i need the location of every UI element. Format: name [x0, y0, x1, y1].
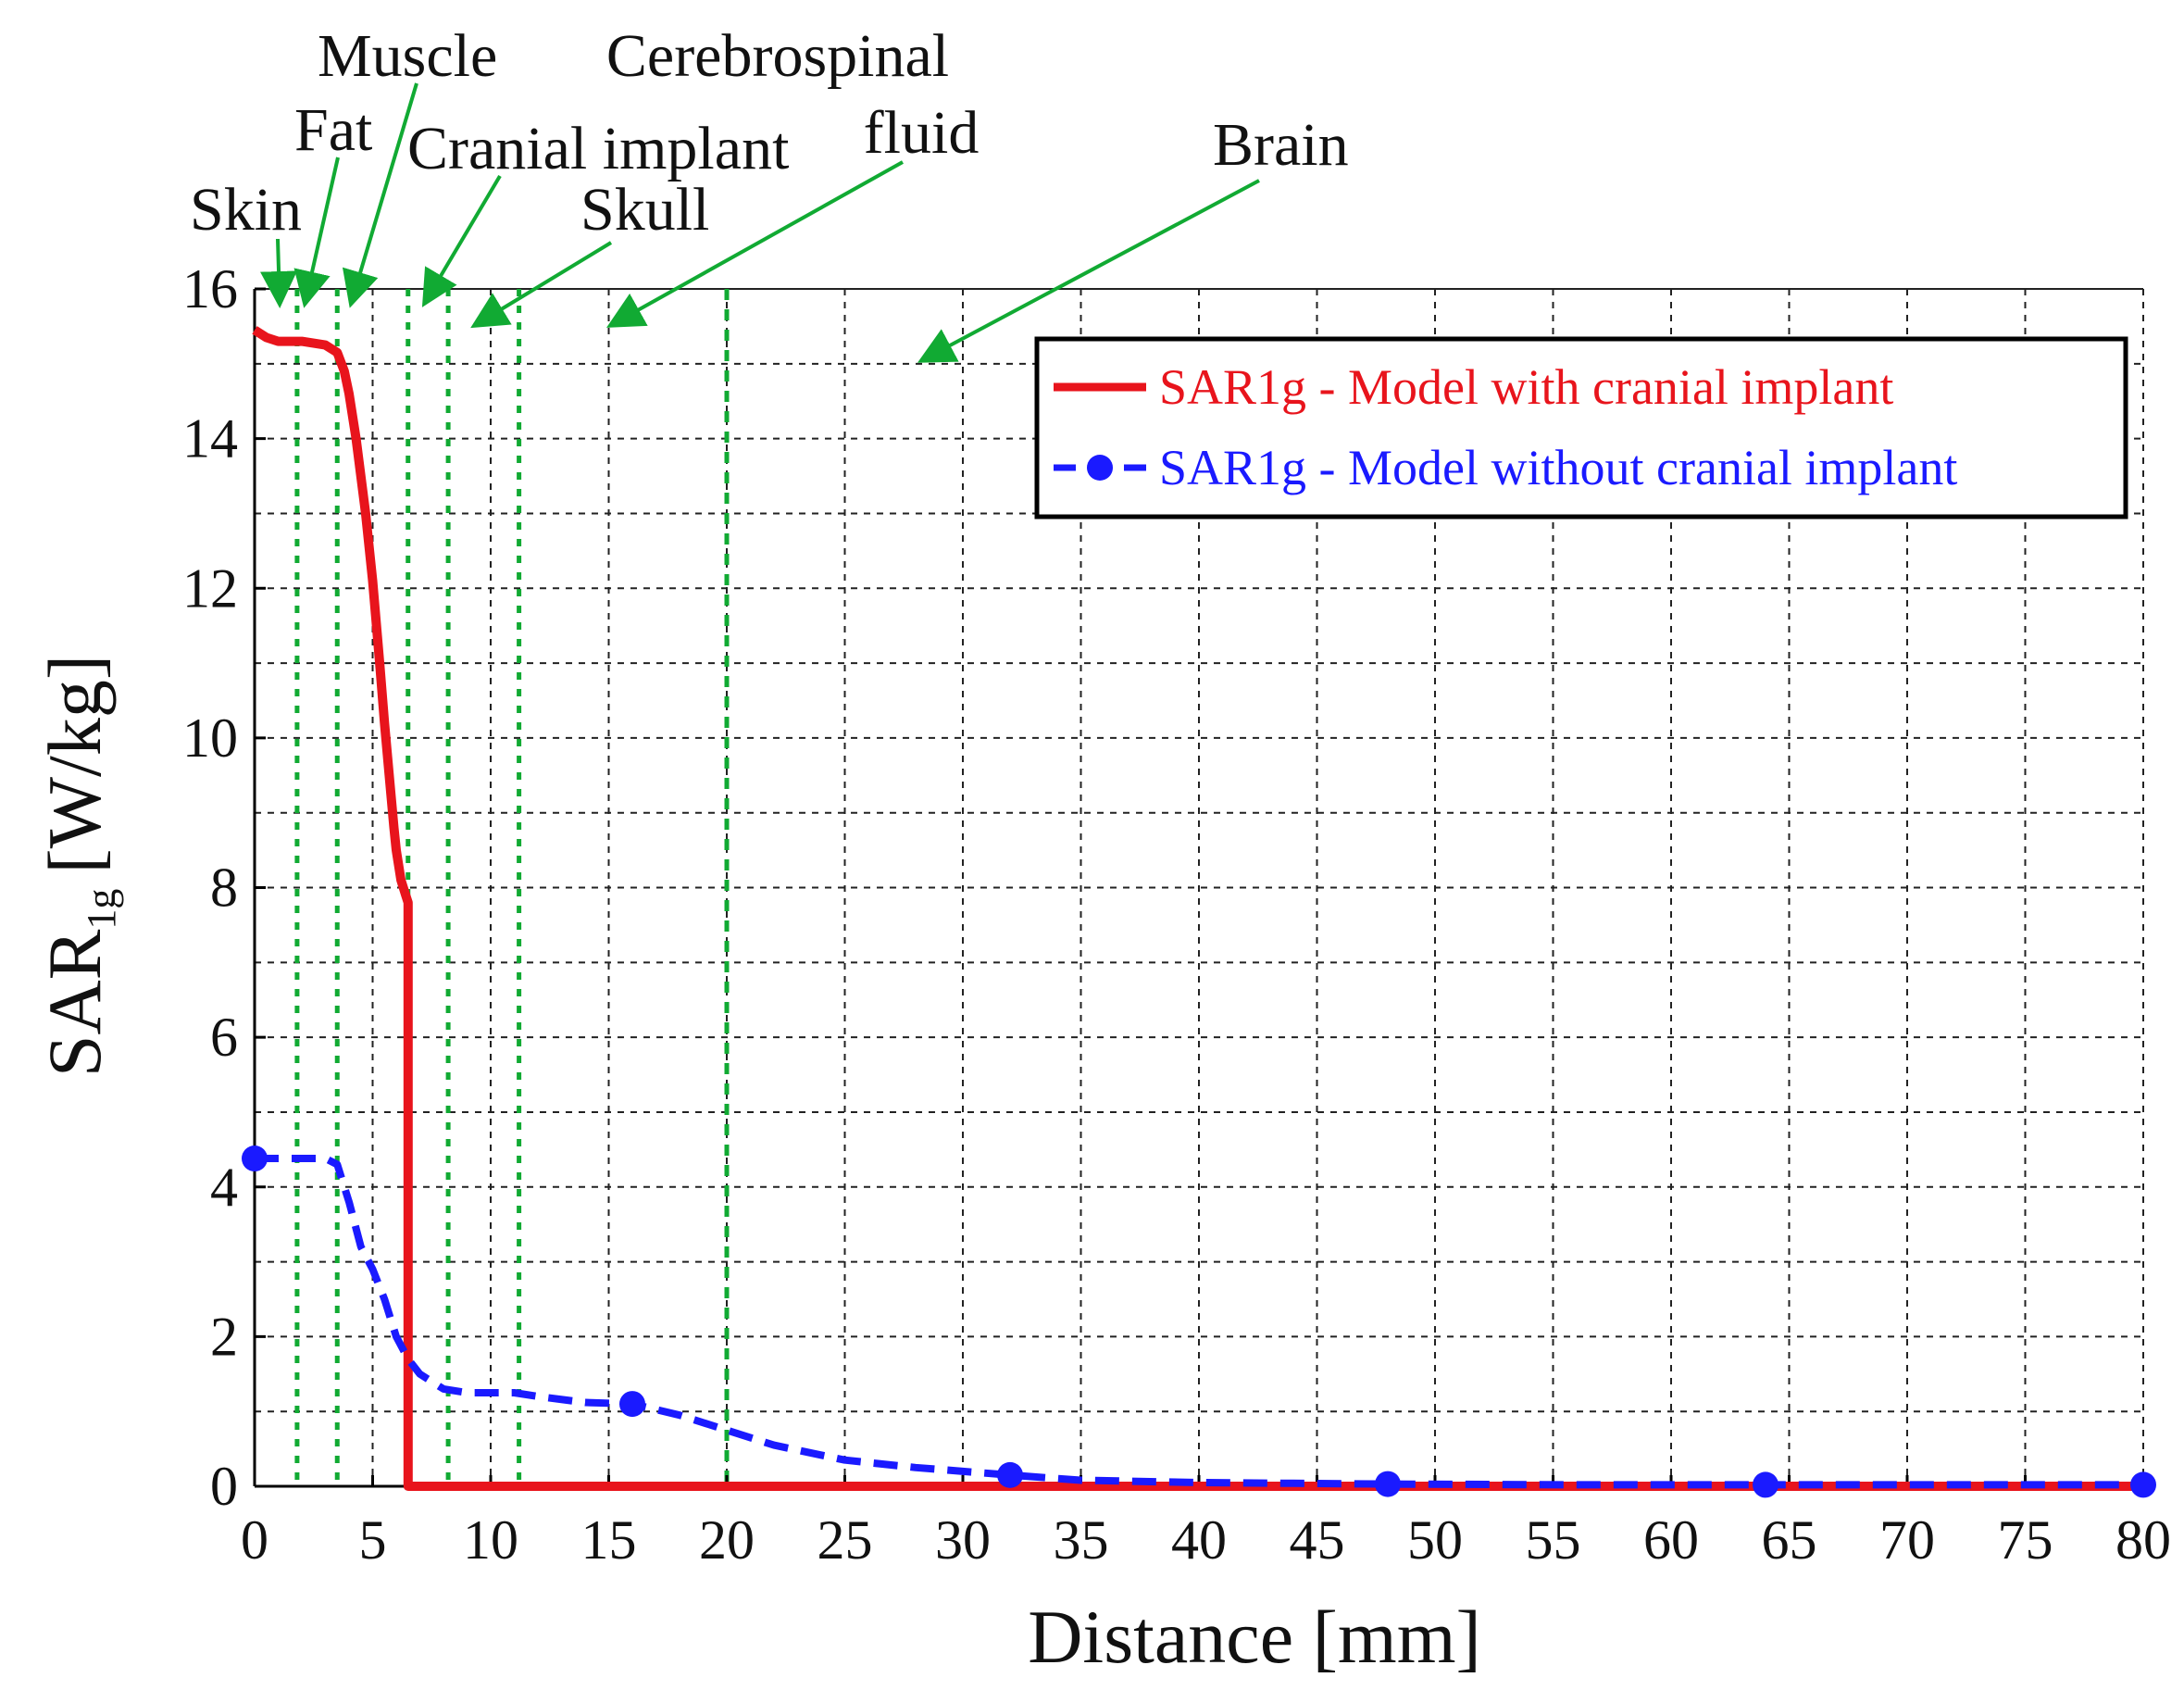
x-tick-label: 35 — [1054, 1509, 1109, 1571]
region-arrow — [293, 156, 340, 308]
y-tick-label: 10 — [182, 707, 238, 769]
x-tick-label: 45 — [1290, 1509, 1345, 1571]
x-tick-label: 30 — [935, 1509, 991, 1571]
x-tick-label: 70 — [1879, 1509, 1935, 1571]
x-axis-title: Distance [mm] — [1028, 1595, 1481, 1679]
region-label-fluid: fluid — [864, 99, 980, 167]
x-tick-label: 50 — [1407, 1509, 1463, 1571]
region-boundaries — [294, 289, 730, 1486]
series-line-with-implant — [252, 326, 2143, 1491]
region-label-cranial-implant: Cranial implant — [407, 115, 789, 182]
y-tick-label: 14 — [182, 408, 238, 469]
series-line-without-implant — [255, 1155, 2143, 1489]
x-tick-label: 40 — [1171, 1509, 1227, 1571]
y-tick-label: 2 — [210, 1306, 238, 1367]
y-tick-label: 4 — [210, 1157, 238, 1218]
x-tick-label: 55 — [1526, 1509, 1581, 1571]
y-tick-label: 8 — [210, 858, 238, 919]
region-label-brain: Brain — [1213, 111, 1349, 179]
legend-marker-without-implant — [1087, 455, 1113, 481]
region-arrow — [260, 238, 298, 308]
legend-label-without-implant: SAR1g - Model without cranial implant — [1159, 440, 1957, 495]
y-axis-title-unit: [W/kg] — [32, 655, 117, 874]
series-marker — [1375, 1471, 1401, 1497]
y-axis-title-main: SAR — [32, 929, 117, 1077]
region-arrow — [421, 174, 502, 307]
series-marker — [997, 1461, 1023, 1488]
legend-label-with-implant: SAR1g - Model with cranial implant — [1159, 359, 1893, 415]
axes: 0 5 10 15 20 25 30 35 40 45 50 55 60 65 70 75 80 0 2 4 6 8 10 1… — [182, 258, 2171, 1571]
y-axis-title: SAR1g [W/kg] — [32, 655, 124, 1077]
series-marker — [2130, 1471, 2156, 1498]
x-tick-label: 75 — [1998, 1509, 2053, 1571]
legend: SAR1g - Model with cranial implant SAR1g… — [1034, 336, 2128, 520]
x-tick-label: 60 — [1643, 1509, 1699, 1571]
legend-box — [1034, 336, 2128, 520]
y-tick-label: 6 — [210, 1007, 238, 1068]
region-arrow — [342, 82, 418, 308]
region-arrow — [606, 160, 904, 328]
y-tick-label: 0 — [210, 1456, 238, 1517]
region-arrow — [470, 241, 613, 329]
x-tick-label: 15 — [581, 1509, 637, 1571]
x-tick-label: 25 — [817, 1509, 873, 1571]
region-label-skin: Skin — [190, 176, 302, 244]
region-label-muscle: Muscle — [318, 22, 497, 90]
region-label-skull: Skull — [580, 176, 709, 244]
region-arrow — [917, 179, 1260, 363]
x-tick-label: 5 — [359, 1509, 387, 1571]
x-tick-label: 80 — [2115, 1509, 2171, 1571]
series-marker — [242, 1145, 268, 1172]
series-marker — [1753, 1471, 1778, 1498]
y-tick-label: 12 — [182, 557, 238, 619]
x-tick-label: 20 — [699, 1509, 755, 1571]
x-tick-label: 10 — [463, 1509, 518, 1571]
x-tick-label: 65 — [1762, 1509, 1817, 1571]
region-label-cerebrospinal: Cerebrospinal — [606, 22, 949, 90]
y-tick-label: 16 — [182, 258, 238, 319]
series — [242, 326, 2156, 1498]
grid — [255, 288, 2144, 1486]
region-label-fat: Fat — [294, 96, 372, 164]
series-marker — [619, 1391, 645, 1418]
x-tick-label: 0 — [241, 1509, 268, 1571]
y-axis-title-subscript: 1g — [79, 889, 124, 930]
